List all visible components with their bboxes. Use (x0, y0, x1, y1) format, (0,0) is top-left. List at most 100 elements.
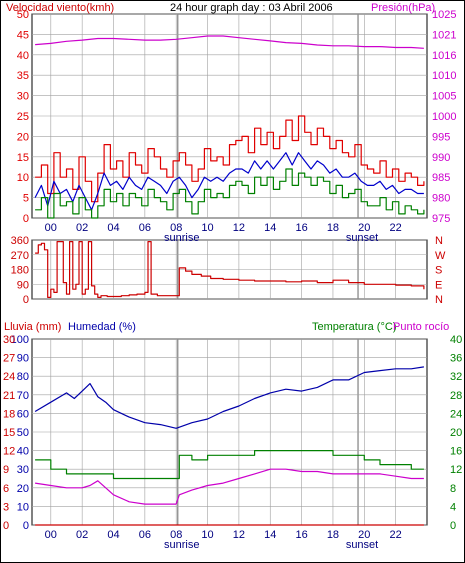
temperature-tick-10: 40 (450, 334, 462, 346)
pressure-tick-7: 1010 (432, 70, 456, 82)
xtick-1-3: 06 (139, 222, 151, 234)
pressure-tick-10: 1025 (432, 9, 456, 21)
rain-tick-8: 24 (3, 371, 15, 383)
temperature-tick-6: 24 (450, 408, 462, 420)
wind-tick-0: 0 (23, 213, 29, 225)
xtick-1-5: 10 (201, 222, 213, 234)
wind-speed-header: Velocidad viento(kmh) (6, 2, 114, 14)
series-humidity (34, 366, 424, 429)
pressure-tick-6: 1005 (432, 91, 456, 103)
rain-header: Lluvia (mm) (4, 321, 61, 333)
humidity-tick-4: 40 (17, 446, 29, 458)
temperature-tick-5: 20 (450, 427, 462, 439)
series-pressure (35, 35, 424, 49)
sunrise-label-3: sunrise (164, 539, 199, 551)
direction-tick-2: 180 (11, 265, 29, 277)
temperature-tick-8: 32 (450, 371, 462, 383)
direction-tick-3: 270 (11, 250, 29, 262)
graph-title: 24 hour graph day : 03 Abril 2006 (170, 2, 333, 14)
xtick-3-3: 06 (139, 529, 151, 541)
xtick-3-5: 10 (201, 529, 213, 541)
wind-tick-7: 35 (17, 70, 29, 82)
series-temperature (35, 450, 424, 480)
direction-tick-0: 0 (23, 294, 29, 306)
xtick-3-6: 12 (233, 529, 245, 541)
pressure-tick-8: 1016 (432, 50, 456, 62)
humidity-tick-1: 10 (17, 501, 29, 513)
pressure-tick-9: 1021 (432, 29, 456, 41)
xtick-3-11: 22 (390, 529, 402, 541)
humidity-tick-8: 80 (17, 371, 29, 383)
series-dewpoint (35, 468, 424, 505)
xtick-1-9: 18 (327, 222, 339, 234)
rain-tick-0: 0 (3, 520, 9, 532)
sunset-label-3: sunset (346, 539, 378, 551)
pressure-tick-4: 995 (432, 131, 450, 143)
pressure-tick-5: 1000 (432, 111, 456, 123)
xtick-3-10: 20 (358, 529, 370, 541)
wind-tick-10: 50 (17, 9, 29, 21)
compass-tick-4: N (435, 235, 443, 247)
temperature-tick-9: 36 (450, 353, 462, 365)
temperature-tick-7: 28 (450, 390, 462, 402)
xtick-3-9: 18 (327, 529, 339, 541)
temperature-tick-1: 4 (450, 501, 456, 513)
xtick-1-10: 20 (358, 222, 370, 234)
xtick-3-0: 00 (45, 529, 57, 541)
humidity-tick-9: 90 (17, 353, 29, 365)
sunrise-label-1: sunrise (164, 232, 199, 244)
compass-tick-2: S (435, 265, 442, 277)
rain-tick-6: 18 (3, 408, 15, 420)
xtick-1-2: 04 (107, 222, 119, 234)
temperature-header: Temperatura (°C) (312, 321, 396, 333)
wind-tick-2: 10 (17, 172, 29, 184)
series-average (34, 152, 424, 211)
xtick-1-11: 22 (390, 222, 402, 234)
xtick-1-4: 08 (170, 222, 182, 234)
wind-tick-3: 15 (17, 152, 29, 164)
xtick-3-8: 16 (295, 529, 307, 541)
wind-tick-8: 40 (17, 50, 29, 62)
humidity-tick-10: 100 (11, 334, 29, 346)
dewpoint-header: Punto rocío (393, 321, 449, 333)
direction-tick-1: 90 (17, 279, 29, 291)
series-gust (35, 115, 425, 203)
plot-layer: 0510152025303540455097598098599099510001… (3, 9, 462, 551)
rain-tick-2: 6 (3, 483, 9, 495)
compass-tick-3: W (435, 250, 446, 262)
xtick-1-1: 02 (76, 222, 88, 234)
temperature-tick-3: 12 (450, 464, 462, 476)
rain-tick-4: 12 (3, 446, 15, 458)
direction-tick-4: 360 (11, 235, 29, 247)
pressure-tick-1: 980 (432, 193, 450, 205)
xtick-3-4: 08 (170, 529, 182, 541)
compass-tick-0: N (435, 294, 443, 306)
compass-tick-1: E (435, 279, 442, 291)
pressure-tick-2: 985 (432, 172, 450, 184)
xtick-1-0: 00 (45, 222, 57, 234)
temperature-tick-2: 8 (450, 483, 456, 495)
wind-tick-9: 45 (17, 29, 29, 41)
xtick-3-2: 04 (107, 529, 119, 541)
wind-tick-6: 30 (17, 91, 29, 103)
wind-tick-1: 5 (23, 193, 29, 205)
pressure-header: Presión(hPa) (371, 2, 435, 14)
temperature-tick-4: 16 (450, 446, 462, 458)
xtick-1-7: 14 (264, 222, 276, 234)
wind-tick-5: 25 (17, 111, 29, 123)
series-low (35, 168, 425, 219)
temperature-tick-0: 0 (450, 520, 456, 532)
rain-tick-7: 21 (3, 390, 15, 402)
pressure-tick-3: 990 (432, 152, 450, 164)
xtick-1-6: 12 (233, 222, 245, 234)
xtick-3-7: 14 (264, 529, 276, 541)
wind-tick-4: 20 (17, 131, 29, 143)
rain-tick-9: 27 (3, 353, 15, 365)
xtick-1-8: 16 (295, 222, 307, 234)
rain-tick-1: 3 (3, 501, 9, 513)
humidity-tick-3: 30 (17, 464, 29, 476)
humidity-tick-0: 0 (23, 520, 29, 532)
humidity-header: Humedad (%) (68, 321, 136, 333)
